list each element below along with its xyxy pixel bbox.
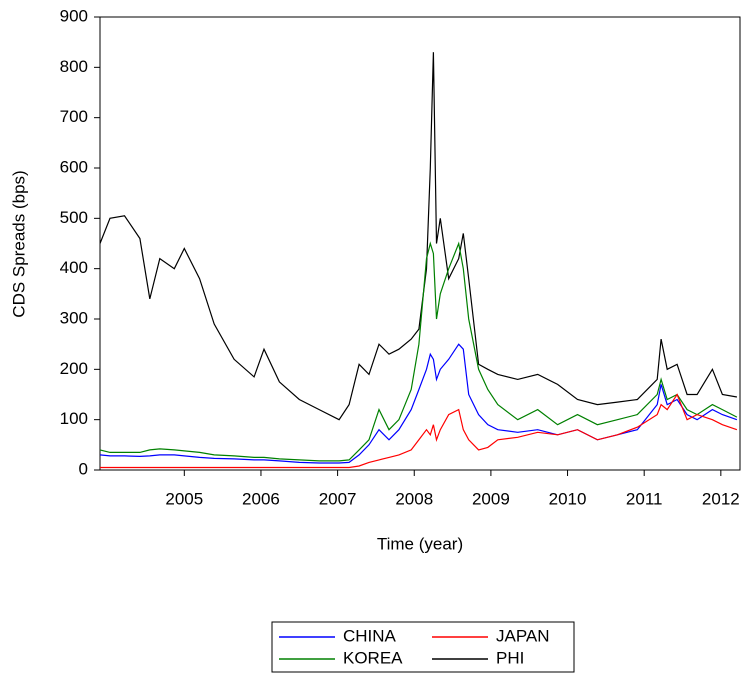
y-tick-label: 800 xyxy=(60,57,88,76)
x-tick-label: 2011 xyxy=(626,489,663,508)
x-tick-label: 2007 xyxy=(319,489,357,508)
data-line xyxy=(99,241,738,462)
legend-label: CHINA xyxy=(343,626,397,645)
legend-box xyxy=(271,621,575,673)
x-tick-label: 2012 xyxy=(702,489,740,508)
legend-label: KOREA xyxy=(343,648,403,667)
y-tick-label: 500 xyxy=(60,208,88,227)
y-tick-label: 700 xyxy=(60,107,88,126)
y-tick-label: 300 xyxy=(60,308,88,327)
y-tick-label: 0 xyxy=(79,459,88,478)
y-tick-label: 100 xyxy=(60,409,88,428)
x-axis-label: Time (year) xyxy=(377,534,463,553)
y-axis-label: CDS Spreads (bps) xyxy=(9,170,28,317)
data-line xyxy=(99,52,738,421)
x-tick-label: 2006 xyxy=(242,489,280,508)
x-tick-label: 2010 xyxy=(549,489,587,508)
y-tick-label: 600 xyxy=(60,157,88,176)
y-tick-label: 400 xyxy=(60,258,88,277)
data-line xyxy=(100,393,738,469)
x-tick-label: 2009 xyxy=(472,489,510,508)
x-tick-label: 2005 xyxy=(165,489,203,508)
legend-label: PHI xyxy=(496,648,524,667)
legend-label: JAPAN xyxy=(496,626,550,645)
data-line xyxy=(99,343,738,464)
y-tick-label: 900 xyxy=(60,6,88,25)
plot-frame xyxy=(99,16,741,471)
x-tick-label: 2008 xyxy=(395,489,433,508)
y-tick-label: 200 xyxy=(60,359,88,378)
